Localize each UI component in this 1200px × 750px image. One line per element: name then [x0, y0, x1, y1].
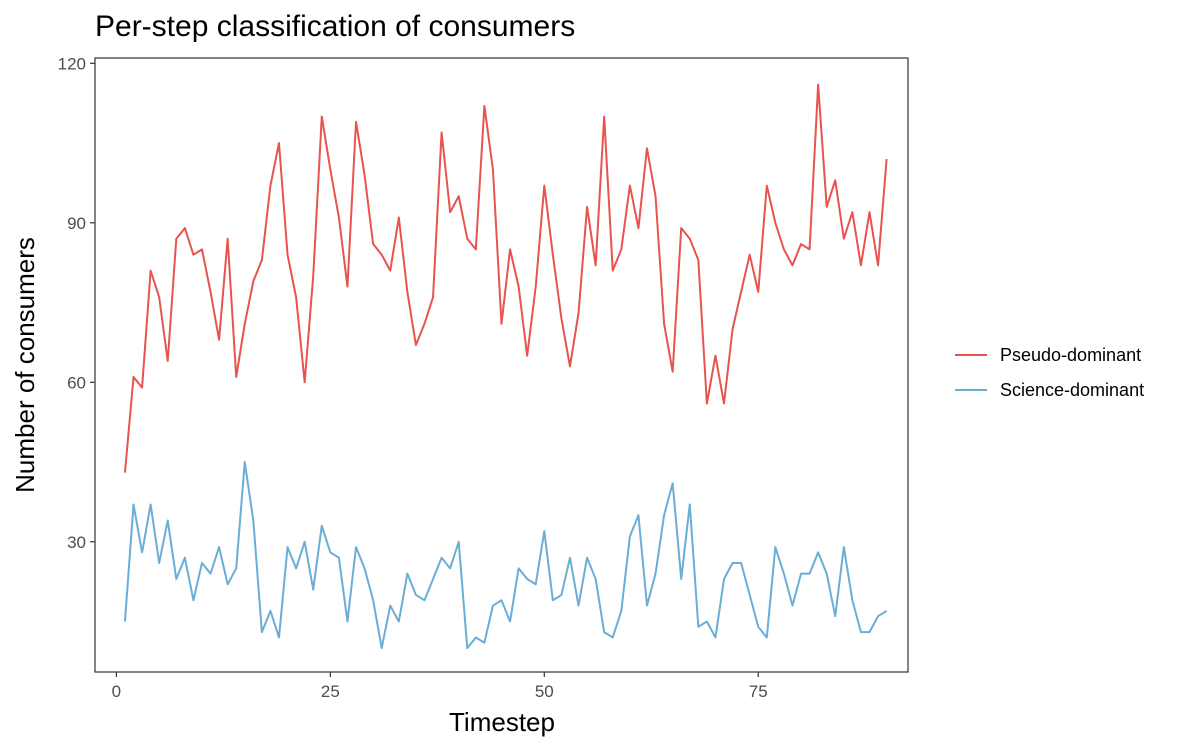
x-axis: 0 25 50 75 [112, 672, 768, 701]
y-axis-title: Number of consumers [10, 237, 40, 493]
series-layer [123, 83, 888, 650]
series-line-pseudo-dominant [123, 83, 888, 473]
y-tick-label: 120 [58, 54, 86, 73]
legend-label: Science-dominant [1000, 380, 1144, 400]
y-tick-label: 60 [67, 373, 86, 392]
legend-label: Pseudo-dominant [1000, 345, 1141, 365]
x-tick-label: 25 [321, 682, 340, 701]
x-tick-label: 75 [749, 682, 768, 701]
plot-panel [94, 57, 909, 673]
chart-title: Per-step classification of consumers [95, 10, 575, 43]
x-axis-title: Timestep [449, 707, 555, 737]
series-line-science-dominant [123, 461, 888, 650]
legend: Pseudo-dominant Science-dominant [955, 345, 1144, 400]
x-tick-label: 50 [535, 682, 554, 701]
x-tick-label: 0 [112, 682, 121, 701]
y-tick-label: 30 [67, 533, 86, 552]
y-axis: 30 60 90 120 [58, 54, 95, 552]
y-tick-label: 90 [67, 214, 86, 233]
